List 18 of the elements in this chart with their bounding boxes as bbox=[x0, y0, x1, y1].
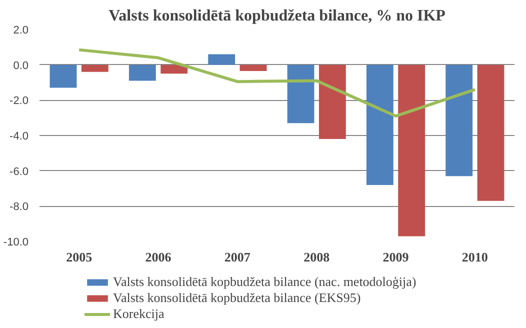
x-tick-label: 2006 bbox=[145, 250, 172, 264]
x-tick-label: 2008 bbox=[304, 250, 330, 264]
x-tick-label: 2010 bbox=[462, 250, 488, 264]
legend-label: Valsts konsolidētā kopbudžeta bilance (nac. metodoloģija) bbox=[113, 274, 416, 290]
y-tick-label: 2.0 bbox=[13, 24, 29, 36]
y-tick-label: -10.0 bbox=[3, 236, 29, 248]
x-tick-label: 2009 bbox=[382, 250, 410, 264]
x-tick-label: 2005 bbox=[66, 250, 93, 264]
legend-label: Valsts konsolidētā kopbudžeta bilance (EKS95) bbox=[113, 290, 361, 306]
y-tick-label: -8.0 bbox=[10, 201, 29, 214]
y-tick-label: 0.0 bbox=[13, 60, 29, 72]
legend-label: Korekcija bbox=[113, 306, 164, 322]
y-tick-label: -4.0 bbox=[10, 130, 29, 142]
line-series bbox=[78, 48, 476, 118]
y-tick-label: -2.0 bbox=[10, 95, 29, 108]
y-tick-label: -6.0 bbox=[10, 166, 29, 178]
chart-title: Valsts konsolidētā kopbudžeta bilance, % no IKP bbox=[108, 8, 446, 24]
x-tick-label: 2007 bbox=[224, 250, 251, 264]
